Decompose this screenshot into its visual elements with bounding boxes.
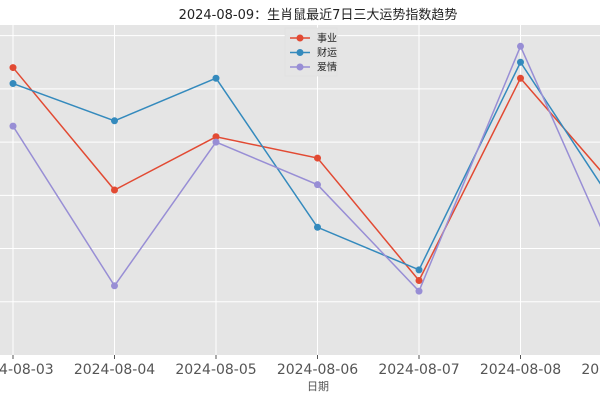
x-axis-ticks: 2024-08-03 2024-08-04 2024-08-05 2024-08-06… (0, 355, 600, 378)
x-tick-label: 2024-08-05 (175, 362, 256, 378)
legend-label: 事业 (317, 32, 337, 45)
data-point (415, 287, 423, 295)
series-0 (9, 64, 600, 284)
data-point (517, 42, 524, 50)
x-axis-label: 日期 (307, 380, 329, 393)
series-1 (9, 58, 600, 274)
data-point (212, 74, 220, 82)
x-tick-label: 2024-08-09 (581, 362, 600, 378)
legend-label: 爱情 (317, 61, 337, 74)
x-tick-label: 2024-08-06 (277, 362, 358, 378)
data-point (9, 122, 17, 130)
legend-label: 财运 (317, 46, 337, 59)
data-point (314, 223, 321, 231)
legend-marker (296, 34, 304, 42)
legend-marker (296, 49, 304, 56)
data-point (314, 181, 321, 189)
plot-area (0, 25, 600, 355)
x-tick-label: 2024-08-07 (378, 362, 459, 378)
data-point (314, 154, 321, 162)
x-tick-label: 2024-08-08 (480, 362, 561, 378)
data-point (111, 186, 118, 194)
x-tick-label: 2024-08-04 (74, 362, 155, 378)
series-lines (9, 42, 600, 295)
series-2 (9, 42, 600, 295)
legend-marker (296, 63, 304, 71)
data-point (517, 74, 524, 82)
data-point (212, 138, 220, 146)
data-point (415, 266, 423, 274)
data-point (111, 282, 118, 290)
data-point (517, 58, 524, 66)
chart-title: 2024-08-09：生肖鼠最近7日三大运势指数趋势 (179, 7, 458, 23)
data-point (9, 64, 17, 72)
data-point (9, 80, 17, 88)
x-tick-label: 2024-08-03 (0, 362, 54, 378)
data-point (111, 117, 118, 125)
data-point (415, 276, 423, 284)
data-point (212, 133, 220, 141)
